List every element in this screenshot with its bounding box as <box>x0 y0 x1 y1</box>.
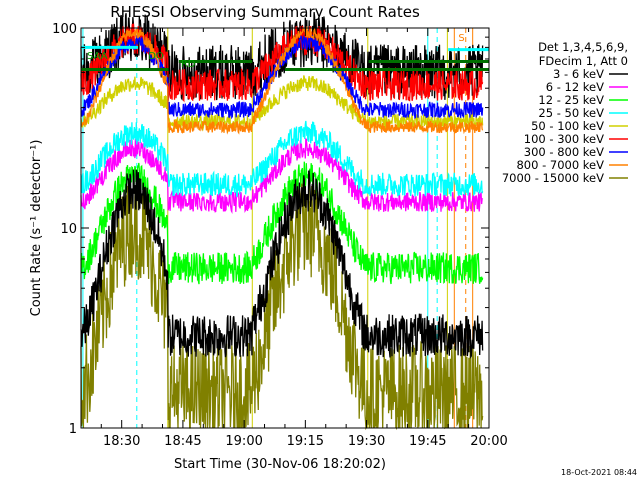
chart-title: RHESSI Observing Summary Count Rates <box>110 3 420 21</box>
plot-area: SAA DO RD S <box>80 12 490 431</box>
y-tick-label: 100 <box>52 22 77 37</box>
legend-label-7: 800 - 7000 keV <box>516 158 604 172</box>
y-axis: 1 10 100 <box>52 22 489 437</box>
legend-header-line: Det 1,3,4,5,6,9, <box>538 40 628 54</box>
series-2-line <box>80 161 484 285</box>
flag-label-do: DO <box>148 51 164 62</box>
x-axis: 18:30 18:45 19:00 19:15 19:30 19:45 20:00 <box>100 28 508 449</box>
series-0-band-line <box>80 169 484 359</box>
flag-label-saa: SAA <box>87 51 108 62</box>
flag-label-s: S <box>458 33 464 44</box>
legend-label-6: 300 - 800 keV <box>524 145 604 159</box>
legend-label-1: 6 - 12 keV <box>546 80 604 94</box>
footer-timestamp: 18-Oct-2021 08:44 <box>561 468 637 477</box>
x-axis-label: Start Time (30-Nov-06 18:20:02) <box>174 457 386 472</box>
legend-label-2: 12 - 25 keV <box>538 93 604 107</box>
y-axis-label: Count Rate (s⁻¹ detector⁻¹) <box>29 140 44 317</box>
y-tick-label: 10 <box>60 222 77 237</box>
legend-label-3: 25 - 50 keV <box>538 106 604 120</box>
legend: Det 1,3,4,5,6,9,FDecim 1, Att 03 - 6 keV… <box>502 40 628 185</box>
x-tick-label: 18:45 <box>164 434 201 449</box>
x-tick-label: 19:30 <box>348 434 385 449</box>
series-7-line <box>80 26 484 135</box>
legend-label-4: 50 - 100 keV <box>531 119 604 133</box>
series-3-line <box>80 120 484 198</box>
y-tick-label: 1 <box>69 422 77 437</box>
x-tick-label: 18:30 <box>103 434 140 449</box>
legend-label-8: 7000 - 15000 keV <box>502 171 604 185</box>
legend-label-0: 3 - 6 keV <box>553 67 604 81</box>
series-1-line <box>80 137 484 214</box>
x-tick-label: 19:45 <box>409 434 446 449</box>
series-8-line <box>80 182 484 431</box>
x-tick-label: 19:15 <box>287 434 324 449</box>
legend-label-5: 100 - 300 keV <box>524 132 604 146</box>
x-tick-label: 19:00 <box>225 434 262 449</box>
legend-header-line: FDecim 1, Att 0 <box>539 54 628 68</box>
x-tick-label: 20:00 <box>470 434 507 449</box>
flag-label-rd: RD <box>181 59 196 70</box>
